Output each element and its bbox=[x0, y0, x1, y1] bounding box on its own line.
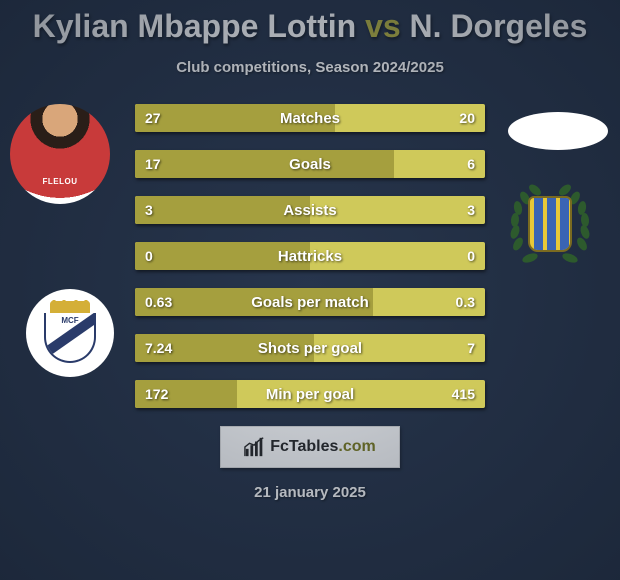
content-area: FLELOU MCF bbox=[0, 104, 620, 408]
stat-row: 172Min per goal415 bbox=[135, 380, 485, 408]
player2-name: N. Dorgeles bbox=[410, 8, 588, 44]
stat-right-value: 20 bbox=[459, 104, 475, 132]
vs-text: vs bbox=[365, 8, 401, 44]
player2-photo-placeholder bbox=[508, 112, 608, 150]
player1-name: Kylian Mbappe Lottin bbox=[33, 8, 357, 44]
player2-crest-icon bbox=[528, 196, 572, 252]
stat-right-value: 0 bbox=[467, 242, 475, 270]
stat-right-value: 0.3 bbox=[456, 288, 475, 316]
logo-text: FcTables.com bbox=[270, 438, 376, 456]
comparison-title: Kylian Mbappe Lottin vs N. Dorgeles bbox=[0, 0, 620, 45]
player1-club-badge: MCF bbox=[26, 289, 114, 377]
stat-label: Goals bbox=[135, 150, 485, 178]
stat-label: Assists bbox=[135, 196, 485, 224]
stat-right-value: 3 bbox=[467, 196, 475, 224]
stat-right-value: 415 bbox=[452, 380, 475, 408]
stat-label: Hattricks bbox=[135, 242, 485, 270]
stat-bars: 27Matches2017Goals63Assists30Hattricks00… bbox=[135, 104, 485, 408]
stat-label: Min per goal bbox=[135, 380, 485, 408]
stat-label: Shots per goal bbox=[135, 334, 485, 362]
real-madrid-crest-icon: MCF bbox=[44, 301, 96, 365]
stat-row: 27Matches20 bbox=[135, 104, 485, 132]
date-text: 21 january 2025 bbox=[0, 484, 620, 501]
player1-photo: FLELOU bbox=[10, 104, 110, 204]
stat-row: 0Hattricks0 bbox=[135, 242, 485, 270]
stat-row: 3Assists3 bbox=[135, 196, 485, 224]
stat-right-value: 6 bbox=[467, 150, 475, 178]
subtitle: Club competitions, Season 2024/2025 bbox=[0, 59, 620, 76]
player1-jersey-text: FLELOU bbox=[43, 177, 78, 186]
player2-club-badge bbox=[500, 174, 600, 274]
source-logo: FcTables.com bbox=[220, 426, 400, 468]
chart-bars-icon bbox=[244, 436, 266, 458]
stat-label: Matches bbox=[135, 104, 485, 132]
stat-row: 7.24Shots per goal7 bbox=[135, 334, 485, 362]
stat-row: 0.63Goals per match0.3 bbox=[135, 288, 485, 316]
stat-row: 17Goals6 bbox=[135, 150, 485, 178]
stat-label: Goals per match bbox=[135, 288, 485, 316]
stat-right-value: 7 bbox=[467, 334, 475, 362]
